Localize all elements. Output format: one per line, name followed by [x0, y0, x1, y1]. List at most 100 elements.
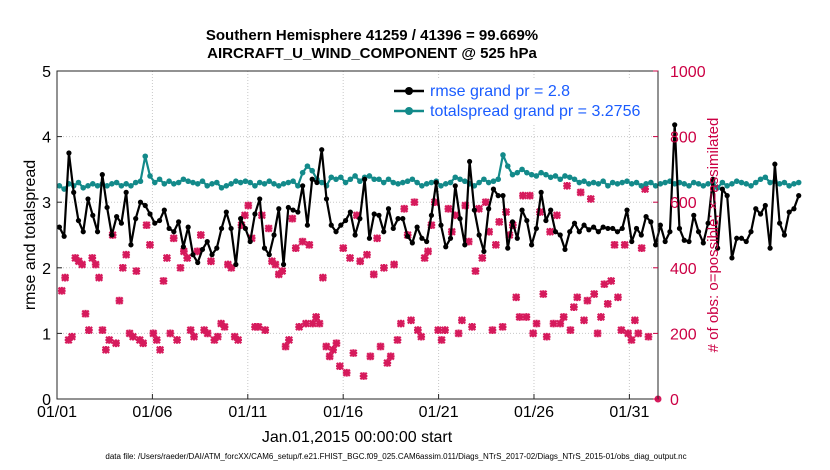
- rmse-point: [419, 235, 425, 241]
- right-axis: 0 200 400 600 800 1000: [653, 64, 706, 409]
- totalspread-point: [295, 183, 301, 189]
- totalspread-point: [776, 181, 783, 187]
- obs-marker: [566, 326, 575, 335]
- totalspread-point: [509, 171, 516, 178]
- totalspread-point: [781, 179, 788, 186]
- rmse-point: [238, 216, 244, 222]
- obs-marker: [183, 253, 192, 262]
- rmse-point: [214, 245, 220, 251]
- rmse-point: [304, 222, 311, 228]
- rmse-point: [543, 217, 549, 224]
- obs-marker-glyph: [539, 290, 548, 299]
- obs-marker: [274, 270, 283, 279]
- obs-marker-glyph: [593, 329, 602, 338]
- obs-marker: [81, 309, 90, 318]
- totalspread-point: [733, 178, 740, 185]
- obs-marker: [481, 198, 490, 207]
- obs-marker-glyph: [583, 296, 592, 305]
- rmse-point: [66, 150, 72, 156]
- rmse-point: [328, 222, 334, 228]
- obs-marker: [115, 296, 124, 305]
- rmse-point: [371, 211, 377, 217]
- obs-marker: [376, 342, 385, 351]
- obs-marker-glyph: [145, 240, 154, 249]
- rmse-point: [605, 225, 611, 232]
- obs-marker-glyph: [437, 335, 446, 344]
- obs-marker-glyph: [573, 293, 582, 302]
- obs-marker: [112, 339, 121, 348]
- rmse-point: [75, 217, 82, 224]
- totalspread-point: [705, 181, 711, 187]
- rmse-point: [128, 242, 134, 248]
- rmse-point: [94, 229, 101, 235]
- obs-marker-glyph: [183, 253, 192, 262]
- obs-marker: [441, 326, 449, 335]
- rmse-point: [600, 224, 606, 230]
- obs-marker: [607, 276, 616, 285]
- obs-marker: [305, 240, 314, 249]
- obs-marker-glyph: [563, 181, 572, 190]
- rmse-point: [796, 193, 802, 199]
- rmse-point: [404, 233, 411, 239]
- rmse-point: [466, 158, 473, 165]
- obs-marker-glyph: [213, 332, 222, 341]
- totalspread-point: [628, 181, 635, 187]
- obs-marker-glyph: [156, 345, 165, 354]
- obs-marker: [468, 322, 477, 331]
- rmse-point: [137, 199, 144, 205]
- totalspread-point: [428, 179, 435, 186]
- totalspread-point: [290, 178, 296, 185]
- rmse-point: [777, 220, 783, 226]
- totalspread-point: [419, 183, 425, 189]
- rmse-point: [223, 209, 229, 215]
- totalspread-point: [671, 181, 678, 187]
- obs-marker-glyph: [519, 191, 527, 200]
- rmse-point: [481, 248, 487, 254]
- obs-marker-glyph: [244, 201, 253, 210]
- totalspread-point: [304, 163, 311, 169]
- totalspread-point: [89, 181, 96, 187]
- obs-marker-glyph: [95, 273, 104, 282]
- obs-marker-glyph: [84, 326, 93, 335]
- obs-marker: [322, 342, 331, 351]
- totalspread-point: [85, 183, 91, 189]
- rmse-point: [457, 216, 463, 222]
- totalspread-point: [280, 181, 287, 187]
- rmse-point: [366, 235, 373, 241]
- obs-marker-glyph: [485, 227, 494, 236]
- obs-marker: [610, 240, 619, 249]
- obs-marker-glyph: [285, 335, 293, 344]
- totalspread-point: [128, 183, 134, 189]
- totalspread-point: [123, 181, 129, 187]
- obs-marker: [386, 352, 395, 361]
- obs-marker-glyph: [498, 322, 507, 331]
- totalspread-point: [504, 163, 511, 169]
- obs-marker-glyph: [390, 260, 399, 269]
- totalspread-point: [643, 181, 649, 187]
- obs-marker-glyph: [200, 326, 209, 335]
- totalspread-point: [638, 183, 645, 189]
- obs-marker: [630, 316, 639, 325]
- obs-marker-glyph: [61, 273, 70, 282]
- obs-marker: [213, 332, 222, 341]
- obs-marker: [244, 201, 253, 210]
- rmse-point: [443, 244, 449, 250]
- totalspread-point: [462, 178, 468, 185]
- obs-marker-glyph: [522, 313, 531, 321]
- obs-marker: [495, 217, 504, 226]
- obs-marker-glyph: [173, 335, 182, 344]
- rmse-point: [691, 212, 697, 218]
- obs-marker-glyph: [312, 313, 321, 321]
- totalspread-point: [695, 181, 702, 187]
- obs-marker-glyph: [451, 211, 460, 220]
- totalspread-point: [151, 179, 158, 186]
- obs-marker: [352, 211, 361, 220]
- rmse-point: [538, 189, 544, 195]
- obs-marker: [203, 329, 212, 338]
- rmse-point: [610, 225, 616, 232]
- totalspread-point: [557, 176, 564, 183]
- right-tick-label: 200: [670, 326, 697, 343]
- obs-marker-glyph: [525, 191, 534, 200]
- totalspread-point: [528, 171, 535, 178]
- rmse-point: [581, 222, 587, 228]
